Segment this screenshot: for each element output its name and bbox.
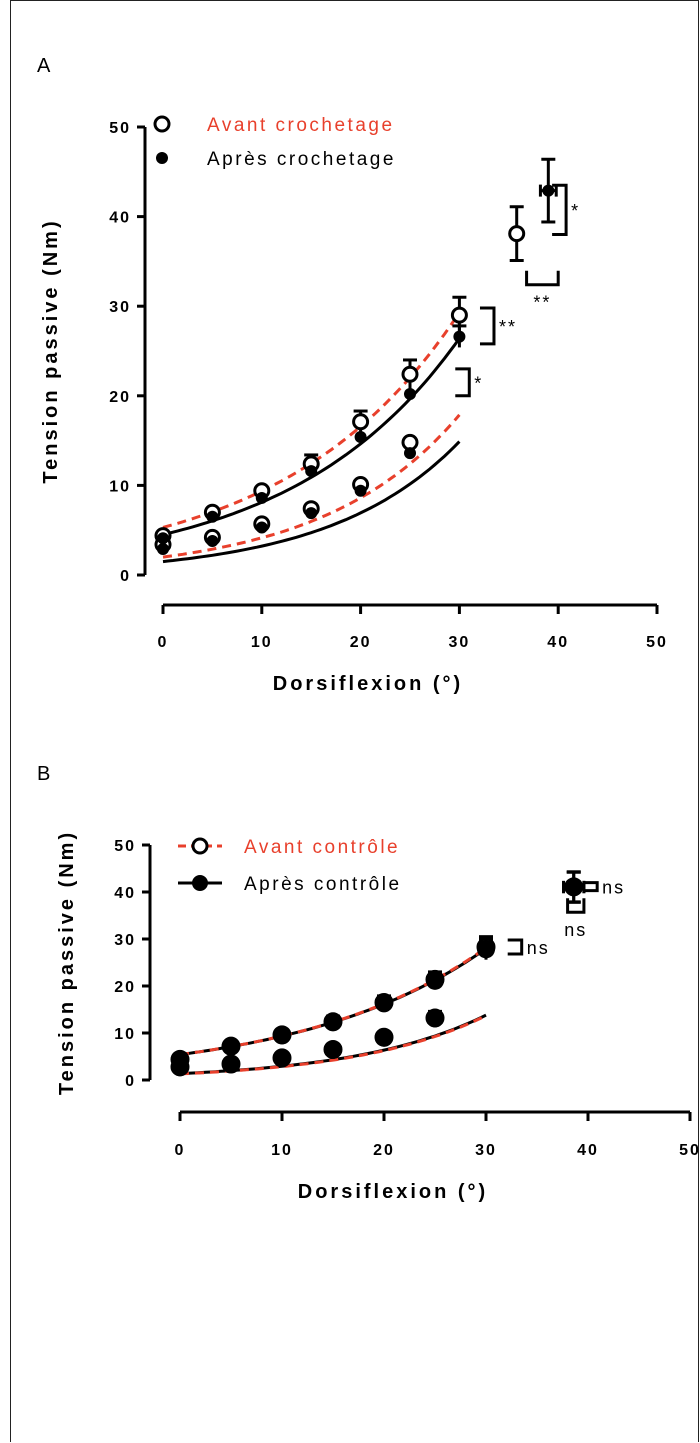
data-point-apres — [324, 1013, 342, 1032]
significance-bracket — [455, 367, 471, 398]
y-tick-label: 10 — [114, 1026, 136, 1043]
x-tick-label: 50 — [646, 634, 668, 651]
legend-label: Avant contrôle — [244, 837, 400, 858]
y-tick-label: 30 — [114, 932, 136, 949]
y-axis-title: Tension passive (Nm) — [40, 218, 62, 483]
significance-bracket — [507, 938, 524, 956]
data-point-apres — [477, 940, 495, 959]
data-point-apres — [305, 465, 318, 478]
significance-label: ** — [533, 293, 551, 313]
y-tick-label: 0 — [120, 568, 131, 585]
x-axis-title: Dorsiflexion (°) — [298, 1181, 488, 1203]
significance-label: * — [571, 201, 580, 221]
x-tick-label: 20 — [350, 634, 372, 651]
legend-marker-open — [191, 837, 209, 855]
data-point-apres — [206, 534, 219, 547]
x-tick-label: 30 — [449, 634, 471, 651]
data-point-apres — [375, 994, 393, 1013]
legend-label: Avant crochetage — [207, 115, 395, 136]
y-tick-label: 20 — [114, 979, 136, 996]
x-tick-label: 50 — [679, 1142, 700, 1159]
x-tick-label: 20 — [373, 1142, 395, 1159]
data-point-apres — [305, 507, 318, 520]
significance-bracket — [583, 881, 599, 893]
x-tick-label: 10 — [251, 634, 273, 651]
significance-label: ns — [602, 878, 625, 898]
data-point-avant — [450, 306, 468, 324]
data-point-apres — [426, 971, 444, 990]
data-point-apres — [273, 1026, 291, 1045]
data-point-avant — [352, 413, 370, 431]
significance-bracket — [525, 270, 560, 287]
figure-frame — [10, 0, 699, 1442]
data-point-apres — [171, 1058, 189, 1077]
significance-bracket — [479, 306, 496, 346]
data-point-apres — [404, 447, 416, 460]
x-tick-label: 10 — [271, 1142, 293, 1159]
y-tick-label: 40 — [109, 210, 131, 227]
data-point-avant-max — [508, 225, 526, 243]
x-tick-label: 30 — [475, 1142, 497, 1159]
data-point-apres — [255, 491, 268, 504]
data-point-apres — [324, 1040, 342, 1059]
panel-letter: A — [37, 55, 51, 77]
y-tick-label: 10 — [109, 478, 131, 495]
chart-panel-b: B 0 10 20 30 40 50 Tension passive (Nm) 0 10 20 30 4… — [37, 763, 700, 1203]
x-tick-label: 40 — [577, 1142, 599, 1159]
legend: Avant contrôle Après contrôle — [178, 837, 402, 895]
fit-curve-apres-lower — [162, 440, 461, 564]
legend-label: Après contrôle — [244, 874, 402, 895]
x-tick-label: 0 — [175, 1142, 186, 1159]
data-point-apres — [453, 330, 466, 343]
y-tick-label: 0 — [125, 1073, 136, 1090]
fit-curve-avant-lower — [162, 413, 461, 559]
legend: Avant crochetage Après crochetage — [153, 115, 396, 170]
legend-marker-filled — [156, 152, 168, 164]
legend-label: Après crochetage — [207, 149, 396, 170]
y-tick-label: 50 — [114, 838, 136, 855]
legend-marker-filled — [192, 875, 208, 891]
y-tick-label: 50 — [109, 120, 131, 137]
x-tick-label: 40 — [547, 634, 569, 651]
significance-bracket — [552, 183, 568, 237]
data-point-apres — [255, 521, 268, 534]
y-tick-label: 30 — [109, 299, 131, 316]
data-point-apres — [157, 543, 169, 556]
significance-bracket — [566, 898, 586, 914]
chart-panel-a: A 0 10 20 30 40 50 Tension passive (Nm) 0 10 20 30 4… — [37, 55, 668, 695]
data-point-avant — [401, 365, 419, 383]
data-point-apres — [404, 388, 416, 401]
y-axis-title: Tension passive (Nm) — [56, 830, 78, 1095]
data-point-apres — [375, 1028, 393, 1047]
data-point-apres — [426, 1009, 444, 1028]
panel-letter: B — [37, 763, 50, 785]
significance-label: ns — [527, 938, 550, 958]
data-point-apres — [354, 484, 367, 497]
y-tick-label: 20 — [109, 389, 131, 406]
fit-curve-avant-upper — [162, 311, 461, 529]
data-point-apres — [157, 532, 169, 545]
data-point-apres — [354, 431, 367, 444]
data-point-apres — [222, 1037, 240, 1056]
x-tick-label: 0 — [158, 634, 169, 651]
data-point-apres-max — [542, 184, 555, 197]
significance-label: ** — [499, 317, 517, 337]
data-point-apres-max — [564, 878, 583, 897]
data-point-apres — [273, 1049, 291, 1068]
data-point-apres — [222, 1055, 240, 1074]
legend-marker-open — [153, 115, 171, 133]
y-tick-label: 40 — [114, 885, 136, 902]
significance-label: ns — [564, 920, 587, 940]
significance-label: * — [474, 373, 483, 393]
data-point-apres — [206, 510, 219, 523]
x-axis-title: Dorsiflexion (°) — [273, 673, 463, 695]
